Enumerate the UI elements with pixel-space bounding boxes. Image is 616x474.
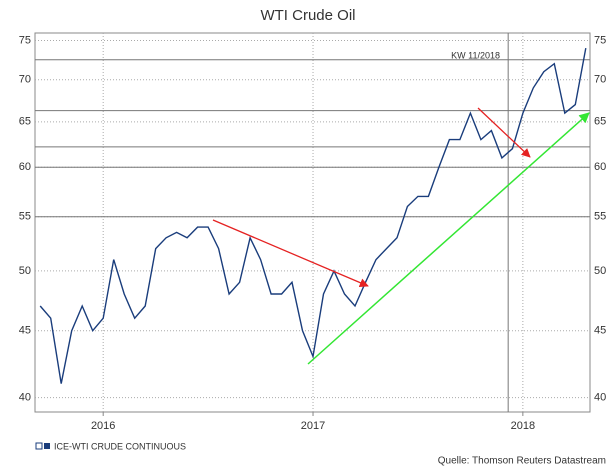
y-tick-label: 70: [19, 74, 31, 86]
legend-label: ICE-WTI CRUDE CONTINUOUS: [54, 441, 186, 451]
price-line: [39, 47, 587, 384]
trend-arrow: [212, 219, 369, 287]
y-tick-label: 65: [19, 116, 31, 128]
legend-icon: [44, 443, 50, 449]
chart-title: WTI Crude Oil: [260, 7, 355, 24]
annotation: KW 11/2018: [451, 50, 500, 60]
trend-arrow: [477, 107, 531, 158]
y2-tick-label: 60: [594, 161, 606, 173]
y-tick-label: 60: [19, 161, 31, 173]
y-tick-label: 55: [19, 211, 31, 223]
y2-tick-label: 50: [594, 265, 606, 277]
y-tick-label: 75: [19, 34, 31, 46]
y2-tick-label: 40: [594, 392, 606, 404]
y-tick-label: 40: [19, 392, 31, 404]
y2-tick-label: 55: [594, 211, 606, 223]
x-tick-label: 2018: [511, 420, 535, 432]
legend: ICE-WTI CRUDE CONTINUOUS: [35, 441, 186, 451]
trend-arrow: [307, 112, 590, 365]
x-tick-label: 2017: [301, 420, 325, 432]
y2-tick-label: 75: [594, 34, 606, 46]
plot-frame: [34, 32, 591, 413]
y2-tick-label: 65: [594, 116, 606, 128]
source: Quelle: Thomson Reuters Datastream: [438, 456, 606, 467]
y-tick-label: 50: [19, 265, 31, 277]
y2-tick-label: 70: [594, 74, 606, 86]
x-tick-label: 2016: [91, 420, 115, 432]
y-tick-label: 45: [19, 325, 31, 337]
legend-icon: [35, 442, 43, 450]
y2-tick-label: 45: [594, 325, 606, 337]
